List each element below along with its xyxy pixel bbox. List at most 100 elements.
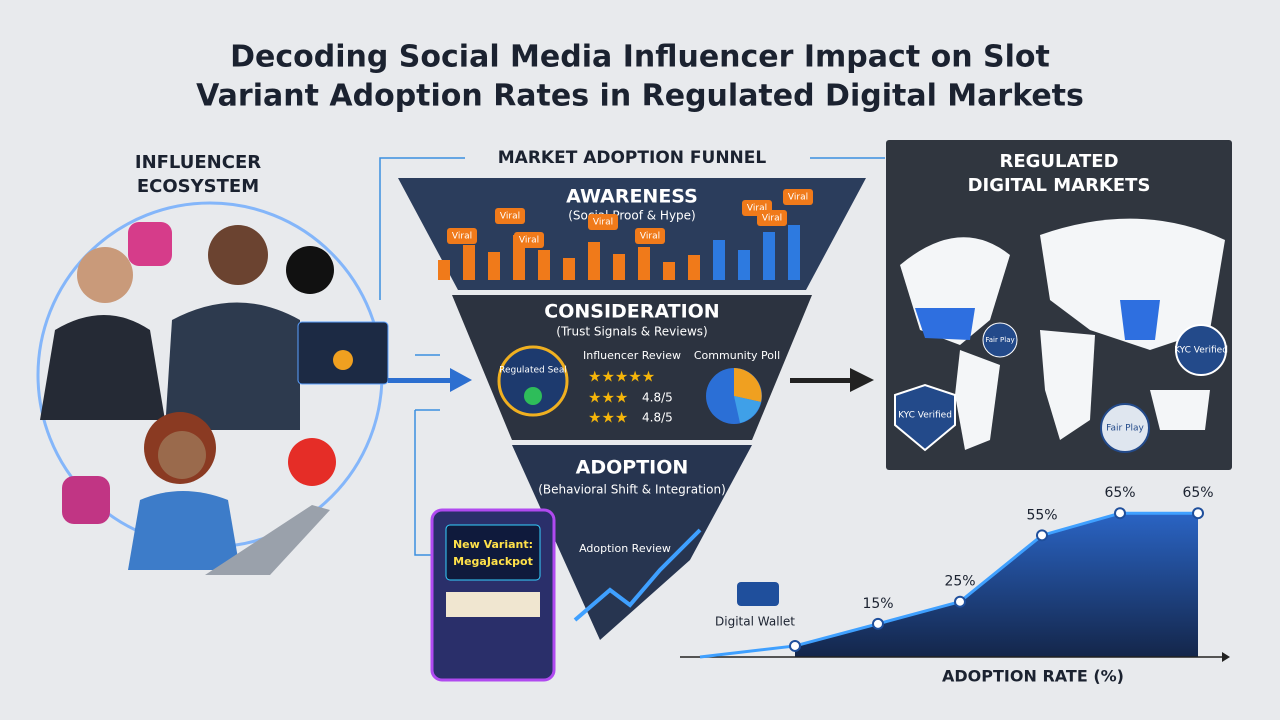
badge-text: Fair Play xyxy=(1106,424,1144,434)
person-body xyxy=(40,315,165,420)
stage-name: AWARENESS xyxy=(566,186,698,208)
decor-bar xyxy=(738,250,750,280)
arrow xyxy=(388,368,472,392)
ecosystem-title: ECOSYSTEM xyxy=(137,176,259,197)
stage-name: ADOPTION xyxy=(576,457,689,479)
point xyxy=(1192,507,1204,520)
viral-badge: Viral xyxy=(593,218,613,228)
map-land xyxy=(1040,218,1225,350)
stage-subtitle: (Trust Signals & Reviews) xyxy=(556,325,707,339)
stage-subtitle: (Behavioral Shift & Integration) xyxy=(538,483,726,497)
decor-bar xyxy=(763,232,775,280)
poll-title: Community Poll xyxy=(694,349,780,362)
value-label: 15% xyxy=(862,596,893,612)
badge-text: KYC Verified xyxy=(898,411,952,421)
slot-text: MegaJackpot xyxy=(453,555,533,568)
badge-bg xyxy=(588,214,618,230)
markets-title: DIGITAL MARKETS xyxy=(968,175,1151,196)
value-label: 55% xyxy=(1026,507,1057,523)
decor-bar xyxy=(613,254,625,280)
badge-bg xyxy=(514,232,544,248)
point xyxy=(954,595,966,608)
poll-slice xyxy=(734,396,761,423)
point xyxy=(1036,529,1048,542)
slot-text: New Variant: xyxy=(453,538,533,551)
badge xyxy=(1100,403,1150,453)
badge-bg xyxy=(635,228,665,244)
person-head xyxy=(77,247,133,303)
badge-bg xyxy=(495,208,525,224)
adoption-review: Adoption Review xyxy=(579,542,671,555)
badge xyxy=(1175,324,1227,376)
badge xyxy=(982,322,1018,358)
map-land xyxy=(1040,330,1095,440)
map-highlight xyxy=(1120,300,1160,340)
badges: Fair Play KYC Verified KYC Verified Fair… xyxy=(894,322,1228,453)
decor-bar xyxy=(463,245,475,280)
decor-bar xyxy=(663,262,675,280)
badge-text: KYC Verified xyxy=(1174,346,1228,356)
decor-bar xyxy=(688,255,700,280)
trend-arrow xyxy=(573,528,702,622)
person-body xyxy=(165,302,300,430)
decor-bar xyxy=(638,247,650,280)
badge-bg xyxy=(757,210,787,226)
person-head xyxy=(158,431,206,479)
person-head xyxy=(208,225,268,285)
viral-badge: Viral xyxy=(640,232,660,242)
viral-badge: Viral xyxy=(519,236,539,246)
value-label: 65% xyxy=(1104,485,1135,501)
instagram-icon xyxy=(62,476,110,524)
check-icon xyxy=(524,387,542,405)
value-label: 25% xyxy=(944,574,975,590)
badge-text: Fair Play xyxy=(985,336,1014,344)
decor-bar xyxy=(438,260,450,280)
value-label: 65% xyxy=(1182,485,1213,501)
adoption-chart: ADOPTION RATE (%) Digital Wallet 15% 25% 5… xyxy=(680,485,1230,686)
seal-text: Regulated Seal xyxy=(499,366,567,376)
stars: ★★★★★ xyxy=(588,368,655,386)
slot-screen xyxy=(445,524,541,581)
viral-badge: Viral xyxy=(762,214,782,224)
badge xyxy=(894,383,956,452)
area xyxy=(795,513,1198,657)
rating: 4.8/5 xyxy=(642,411,673,425)
decor-bar xyxy=(538,250,550,280)
viral-badge: Viral xyxy=(747,204,767,214)
wallet-icon xyxy=(737,582,779,606)
youtube-icon xyxy=(288,438,336,486)
viral-badge: Viral xyxy=(788,193,808,203)
decor-bar xyxy=(713,240,725,280)
markets-title: REGULATED xyxy=(999,151,1118,172)
tiktok-icon xyxy=(286,246,334,294)
decor-bar xyxy=(788,225,800,280)
viral-badge: Viral xyxy=(500,212,520,222)
axis-arrow xyxy=(1222,652,1230,662)
person-body xyxy=(128,491,240,570)
x-axis-label: ADOPTION RATE (%) xyxy=(942,667,1124,686)
ecosystem-title: INFLUENCER xyxy=(135,152,261,173)
stars: ★★★ xyxy=(588,389,628,407)
slot-reels xyxy=(446,592,540,617)
stage-name: CONSIDERATION xyxy=(544,301,719,323)
review-title: Influencer Review xyxy=(583,349,681,362)
badge-bg xyxy=(447,228,477,244)
seal xyxy=(497,345,569,417)
map-land xyxy=(1150,390,1210,430)
badge-bg xyxy=(783,189,813,205)
title-line: Decoding Social Media Influencer Impact … xyxy=(230,40,1050,75)
decor-bar xyxy=(588,242,600,280)
decor-bar xyxy=(563,258,575,280)
wallet-label: Digital Wallet xyxy=(715,615,795,629)
point xyxy=(1114,507,1126,520)
stars: ★★★ xyxy=(588,409,628,427)
stage-subtitle: (Social Proof & Hype) xyxy=(568,209,695,223)
title-line: Variant Adoption Rates in Regulated Digi… xyxy=(196,79,1084,114)
decor-bar xyxy=(488,252,500,280)
connector xyxy=(379,157,885,300)
viral-badge: Viral xyxy=(452,232,472,242)
point xyxy=(872,617,884,630)
laptop xyxy=(205,505,330,575)
